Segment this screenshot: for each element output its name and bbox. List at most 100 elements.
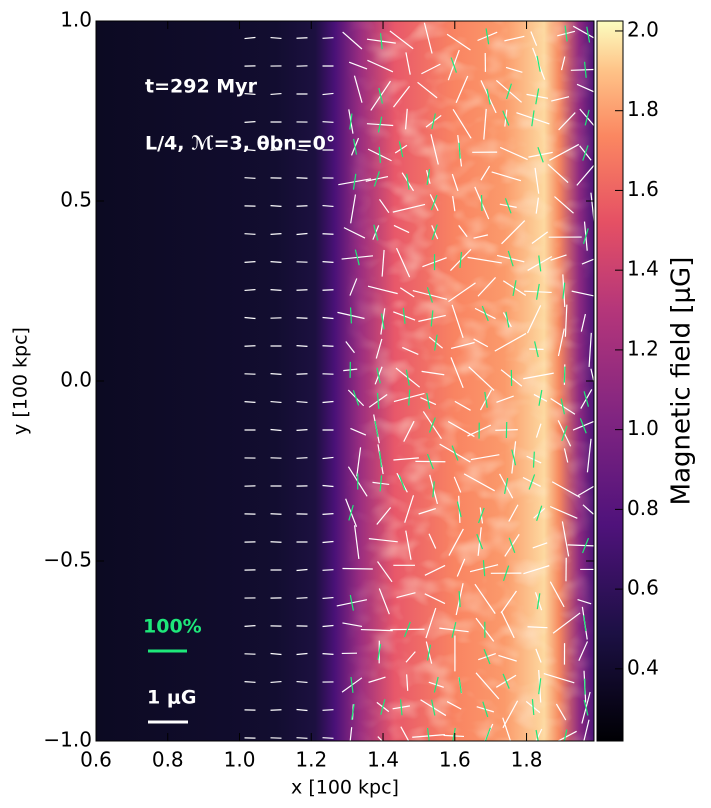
polarisation-vector (378, 87, 383, 104)
field-vector (453, 476, 462, 493)
field-vector (381, 249, 385, 277)
colorbar-tick-label: 0.6 (627, 576, 659, 600)
field-vector (504, 35, 525, 42)
polarisation-vector (398, 141, 404, 158)
colorbar-tick-label: 1.4 (627, 257, 659, 281)
polarisation-vector (535, 729, 539, 741)
polarisation-vector (536, 55, 541, 72)
polarisation-vector (508, 537, 516, 554)
polarisation-vector (532, 451, 535, 468)
run-label: L/4, ℳ=3, θbn=0° (145, 133, 335, 155)
polarisation-vector (582, 228, 589, 244)
field-vector (535, 423, 542, 438)
field-vector (547, 163, 569, 183)
field-vector (560, 56, 566, 71)
field-vector (345, 341, 355, 354)
polarisation-vector (528, 474, 536, 490)
field-vector (378, 588, 390, 615)
field-vector (296, 317, 308, 319)
field-vector (392, 85, 411, 108)
field-vector (322, 261, 334, 263)
polarisation-vector (486, 88, 491, 105)
field-vector (534, 167, 540, 194)
field-vector (405, 52, 411, 75)
field-vector (473, 234, 489, 239)
field-vector (377, 561, 393, 583)
field-vector (549, 581, 565, 608)
field-vector (244, 261, 256, 263)
polarisation-vector (561, 425, 568, 442)
field-vector (496, 395, 514, 403)
polarisation-vector (505, 83, 512, 100)
polarisation-vector (430, 310, 434, 327)
polarisation-vector (583, 391, 590, 407)
field-vector (270, 205, 282, 207)
field-vector (552, 612, 581, 634)
field-vector (322, 624, 334, 628)
polarisation-vector (531, 699, 535, 716)
field-vector (343, 227, 366, 239)
polarisation-vector (538, 389, 543, 406)
field-vector (491, 171, 522, 182)
field-vector (588, 332, 592, 367)
field-vector (244, 148, 256, 152)
polarisation-vector (451, 445, 459, 461)
time-label: t=292 Myr (145, 76, 258, 98)
field-vector (322, 316, 334, 320)
colorbar-tick-label: 1.8 (627, 97, 659, 121)
field-vector (531, 231, 549, 244)
polarisation-vector (450, 57, 457, 73)
field-vector (417, 81, 438, 99)
field-vector (586, 438, 592, 473)
field-vector (270, 400, 282, 404)
field-vector (498, 654, 517, 662)
polarisation-vector (485, 28, 490, 45)
field-vector (368, 538, 398, 543)
field-vector (322, 653, 334, 655)
polarisation-vector (380, 699, 386, 715)
polarisation-vector (426, 644, 432, 661)
field-vector (377, 736, 384, 741)
field-vector (244, 625, 256, 627)
polarisation-vector (583, 615, 587, 632)
polarisation-vector (458, 677, 462, 694)
polarisation-vector (537, 147, 544, 163)
field-vector (480, 165, 491, 181)
field-vector (350, 427, 367, 436)
field-vector (543, 672, 575, 684)
polarisation-vector (350, 676, 354, 693)
field-vector (475, 672, 500, 700)
field-vector (448, 282, 476, 303)
field-vector (554, 196, 574, 214)
polarisation-vector (584, 109, 590, 126)
field-vector (446, 33, 471, 51)
field-vector (576, 164, 594, 186)
polarisation-vector (432, 481, 435, 498)
field-vector (474, 583, 496, 614)
field-vector (499, 146, 528, 161)
field-vector (551, 481, 581, 498)
field-vector (244, 288, 256, 292)
polarisation-vector (502, 673, 510, 689)
field-vector (322, 121, 334, 123)
field-vector (424, 564, 446, 576)
polarisation-vector (503, 478, 509, 494)
polarisation-vector (426, 453, 434, 470)
polarisation-vector (430, 194, 438, 211)
polarisation-vector (377, 644, 382, 661)
polarisation-vector (348, 504, 354, 521)
field-vector (530, 31, 538, 46)
polarisation-vector (477, 507, 485, 524)
x-tick-label: 1.6 (439, 748, 471, 772)
field-vector (376, 507, 392, 525)
field-vector (450, 341, 475, 350)
polarisation-vector (502, 565, 510, 581)
polarisation-vector (399, 699, 403, 716)
polarisation-vector (535, 88, 540, 105)
polarisation-vector (452, 727, 456, 741)
field-vector (270, 92, 282, 96)
x-tick-label: 0.8 (152, 748, 184, 772)
polarisation-vector (563, 366, 566, 383)
polarisation-vector (512, 280, 517, 297)
field-vector (455, 75, 469, 103)
